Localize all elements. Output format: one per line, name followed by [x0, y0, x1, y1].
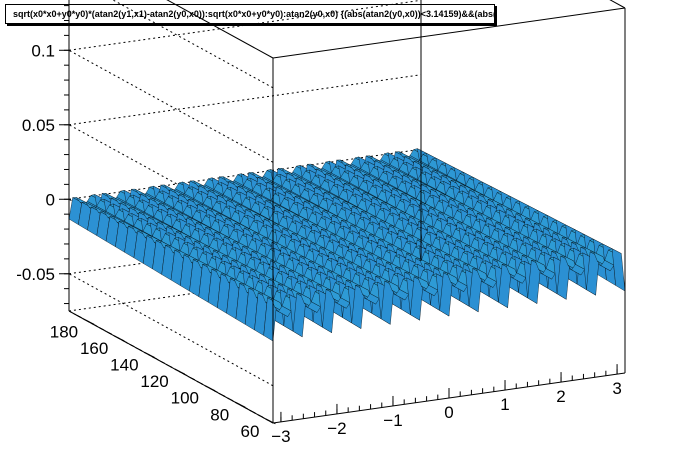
chart-title: sqrt(x0*x0+y0*y0)*(atan2(y1,x1)-atan2(y0… [5, 4, 495, 24]
back-top-edge-left [166, 0, 274, 59]
y-minor-tick [234, 401, 241, 406]
z-tick-label: -0.05 [16, 265, 55, 284]
y-minor-tick [250, 410, 256, 414]
z-tick-label: 0.1 [31, 41, 55, 60]
y-minor-tick [151, 356, 158, 360]
x-tick-label: −3 [271, 427, 290, 446]
right-top-edge [609, 0, 626, 9]
z-gridline-rear [68, 148, 422, 200]
y-minor-tick [174, 368, 181, 373]
y-minor-tick [144, 352, 150, 356]
z-gridline-left [68, 273, 274, 387]
x-tick-label: −2 [327, 419, 346, 438]
y-minor-tick [182, 372, 188, 377]
y-minor-tick [91, 322, 97, 327]
y-minor-tick [242, 405, 249, 410]
z-gridline-rear [68, 0, 422, 51]
y-minor-tick [265, 418, 271, 422]
box-edges [272, 0, 626, 423]
y-minor-tick [83, 318, 90, 323]
y-minor-tick [166, 364, 173, 368]
y-minor-tick [136, 347, 143, 352]
y-minor-tick [197, 381, 203, 385]
y-minor-tick [114, 335, 120, 339]
x-tick-label: 0 [444, 403, 453, 422]
z-tick-label: 0.05 [22, 116, 55, 135]
y-tick-label: 140 [110, 355, 138, 374]
y-minor-tick [204, 385, 211, 389]
y-minor-tick [257, 414, 264, 418]
y-tick-label: 180 [50, 322, 78, 341]
z-gridline-left [112, 0, 274, 89]
y-minor-tick [129, 343, 135, 348]
z-gridline-left [68, 124, 274, 238]
y-tick-label: 80 [210, 405, 229, 424]
z-tick-label: 0 [46, 190, 55, 209]
z-gridline-left [68, 49, 274, 163]
y-minor-tick [106, 331, 113, 335]
y-minor-tick [189, 376, 196, 381]
y-tick-label: 100 [171, 389, 199, 408]
y-tick-label: 120 [140, 372, 168, 391]
x-tick-label: 2 [556, 387, 565, 406]
x-tick-label: 3 [612, 379, 621, 398]
y-minor-tick [76, 314, 82, 319]
y-minor-tick [212, 389, 218, 393]
y-tick-label: 60 [241, 422, 260, 441]
x-axis: −3 −2 −1 0 1 2 3 [271, 364, 626, 446]
y-tick-label: 160 [80, 339, 108, 358]
surface-mesh [68, 148, 626, 342]
x-tick-label: −1 [383, 411, 402, 430]
y-minor-tick [159, 360, 165, 364]
y-minor-tick [121, 339, 128, 343]
y-minor-tick [98, 327, 105, 331]
front-top-edge [272, 7, 626, 59]
surface-cell [611, 248, 626, 292]
y-minor-tick [227, 397, 233, 402]
z-gridline-rear [68, 74, 422, 126]
x-tick-label: 1 [500, 395, 509, 414]
y-minor-tick [219, 393, 226, 397]
